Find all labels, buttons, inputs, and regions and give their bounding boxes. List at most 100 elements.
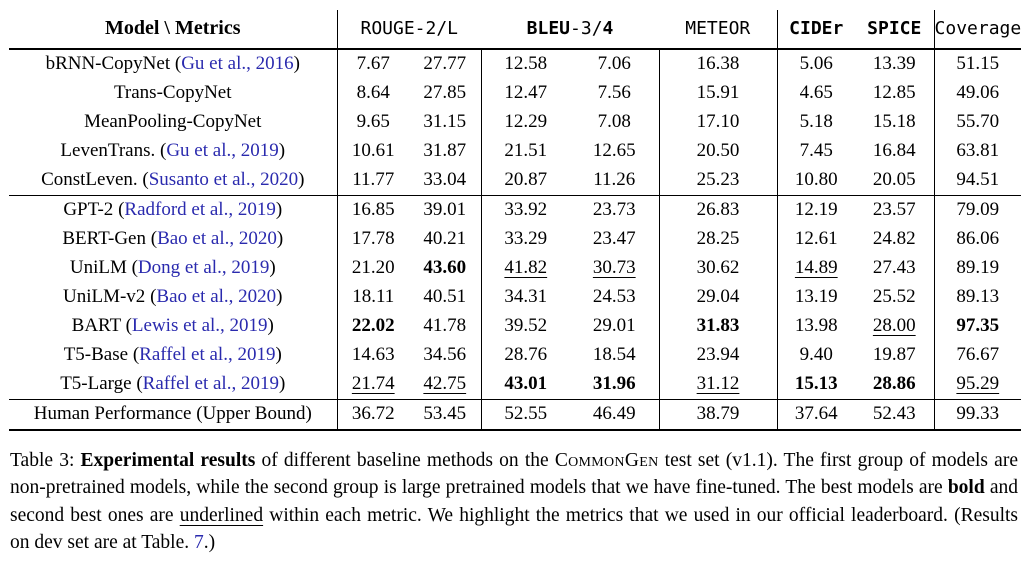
model-name: Human Performance (Upper Bound) — [33, 403, 312, 424]
model-name: GPT-2 — [63, 199, 114, 220]
metric-cell: 8.64 — [336, 79, 409, 108]
metric-cell: 29.01 — [592, 315, 636, 336]
metric-cell: 9.65 — [336, 108, 409, 137]
metric-cell: 16.85 — [336, 195, 409, 225]
metric-cell: 21.74 — [336, 370, 409, 400]
text-run: underlined — [179, 504, 264, 526]
model-cell: T5-Large (Raffel et al., 2019) — [60, 373, 286, 394]
model-cell: LevenTrans. (Gu et al., 2019) — [60, 140, 286, 161]
metric-cell: 11.26 — [593, 169, 636, 190]
metric-cell: 29.04 — [658, 283, 778, 312]
header-row: Model \ Metrics ROUGE-2/L BLEU-3/4 METEO… — [9, 10, 1021, 49]
table-caption: Table 3: Experimental results of differe… — [9, 447, 1021, 556]
text-run: of different baseline methods on the — [255, 450, 555, 471]
metric-cell: 18.54 — [592, 344, 636, 365]
citation-link[interactable]: Gu et al., 2016 — [181, 53, 294, 74]
metric-cell: 5.06 — [776, 49, 856, 79]
citation-link[interactable]: Lewis et al., 2019 — [131, 315, 268, 336]
table-header: Model \ Metrics ROUGE-2/L BLEU-3/4 METEO… — [9, 10, 1021, 49]
model-name: ConstLeven. — [41, 169, 138, 190]
group-human-performance: Human Performance (Upper Bound) 36.72 53.4… — [9, 399, 1022, 430]
metric-cell: 31.15 — [423, 111, 467, 132]
metric-cell: 46.49 — [592, 403, 636, 424]
text-run: -3/ — [570, 18, 603, 39]
model-name: BART — [71, 315, 121, 336]
metric-cell: 30.62 — [658, 254, 778, 283]
citation-link[interactable]: Radford et al., 2019 — [124, 199, 276, 220]
metric-cell: 28.00 — [872, 315, 916, 336]
results-table: Model \ Metrics ROUGE-2/L BLEU-3/4 METEO… — [9, 10, 1021, 431]
metric-cell: 23.57 — [872, 199, 916, 220]
metric-cell: 31.83 — [658, 312, 778, 341]
metric-cell: 15.13 — [776, 370, 856, 400]
metric-cell: 95.29 — [933, 370, 1022, 400]
metric-cell: 23.73 — [592, 199, 636, 220]
metric-cell: 86.06 — [933, 225, 1022, 254]
model-name: MeanPooling-CopyNet — [84, 111, 262, 132]
text-run: and second best ones are — [10, 477, 1018, 526]
model-name: Trans-CopyNet — [113, 82, 232, 103]
header-spice: SPICE — [867, 18, 922, 39]
citation-link[interactable]: Raffel et al., 2019 — [139, 344, 276, 365]
metric-cell: 7.67 — [336, 49, 409, 79]
metric-cell: 39.52 — [480, 312, 571, 341]
metric-cell: 27.77 — [423, 53, 467, 74]
text-run: 4 — [602, 18, 614, 39]
citation-link[interactable]: Gu et al., 2019 — [166, 140, 279, 161]
table7-ref-link[interactable]: 7 — [194, 531, 204, 553]
model-cell: MeanPooling-CopyNet — [9, 108, 337, 137]
metric-cell: 51.15 — [933, 49, 1022, 79]
model-name: BERT-Gen — [62, 228, 146, 249]
metric-cell: 53.45 — [423, 403, 467, 424]
metric-cell: 21.20 — [336, 254, 409, 283]
text-run: test set (v1.1). The first group of mode… — [10, 450, 1018, 499]
metric-cell: 31.12 — [658, 370, 778, 400]
metric-cell: 15.18 — [872, 111, 916, 132]
citation-link[interactable]: Bao et al., 2020 — [157, 228, 277, 249]
metric-cell: 12.47 — [480, 79, 571, 108]
model-name: UniLM-v2 — [62, 286, 146, 307]
citation-link[interactable]: Dong et al., 2019 — [137, 257, 270, 278]
header-meteor: METEOR — [685, 18, 751, 39]
metric-cell: 28.25 — [658, 225, 778, 254]
metric-cell: 34.31 — [480, 283, 571, 312]
metric-cell: 16.84 — [872, 140, 916, 161]
metric-cell: 12.65 — [592, 140, 636, 161]
metric-cell: 18.11 — [336, 283, 409, 312]
metric-cell: 33.29 — [480, 225, 571, 254]
metric-cell: 28.86 — [872, 373, 916, 394]
table-row: Trans-CopyNet 8.64 27.85 12.47 7.56 15.91 4.65… — [9, 79, 1022, 108]
model-cell: ConstLeven. (Susanto et al., 2020) — [41, 169, 305, 190]
metric-cell: 9.40 — [776, 341, 856, 370]
metric-cell: 12.85 — [872, 82, 916, 103]
citation-link[interactable]: Bao et al., 2020 — [156, 286, 277, 307]
metric-cell: 36.72 — [336, 399, 409, 430]
header-bleu: BLEU-3/4 — [481, 10, 659, 49]
header-model-metrics: Model \ Metrics — [105, 17, 241, 39]
table-row: MeanPooling-CopyNet 9.65 31.15 12.29 7.08 17.… — [9, 108, 1022, 137]
metric-cell: 38.79 — [658, 399, 778, 430]
metric-cell: 12.19 — [776, 195, 856, 225]
model-name: bRNN-CopyNet — [45, 53, 171, 74]
metric-cell: 24.82 — [872, 228, 916, 249]
metric-cell: 41.82 — [480, 254, 571, 283]
metric-cell: 94.51 — [933, 166, 1022, 196]
metric-cell: 52.43 — [872, 403, 916, 424]
model-cell: BART (Lewis et al., 2019) — [71, 315, 274, 336]
metric-cell: 63.81 — [933, 137, 1022, 166]
paper-page: Model \ Metrics ROUGE-2/L BLEU-3/4 METEO… — [9, 10, 1021, 556]
metric-cell: 55.70 — [933, 108, 1022, 137]
text-run: CommonGen — [554, 450, 659, 471]
citation-link[interactable]: Raffel et al., 2019 — [142, 373, 279, 394]
metric-cell: 12.58 — [480, 49, 571, 79]
metric-cell: 89.13 — [933, 283, 1022, 312]
text-run: within each metric. We highlight the met… — [10, 504, 1018, 553]
citation-link[interactable]: Susanto et al., 2020 — [148, 169, 299, 190]
metric-cell: 79.09 — [933, 195, 1022, 225]
metric-cell: 16.38 — [658, 49, 778, 79]
model-cell: T5-Base (Raffel et al., 2019) — [63, 344, 282, 365]
metric-cell: 33.04 — [423, 169, 467, 190]
metric-cell: 22.02 — [336, 312, 409, 341]
metric-cell: 49.06 — [933, 79, 1022, 108]
text-run: Table 3: — [10, 450, 81, 471]
